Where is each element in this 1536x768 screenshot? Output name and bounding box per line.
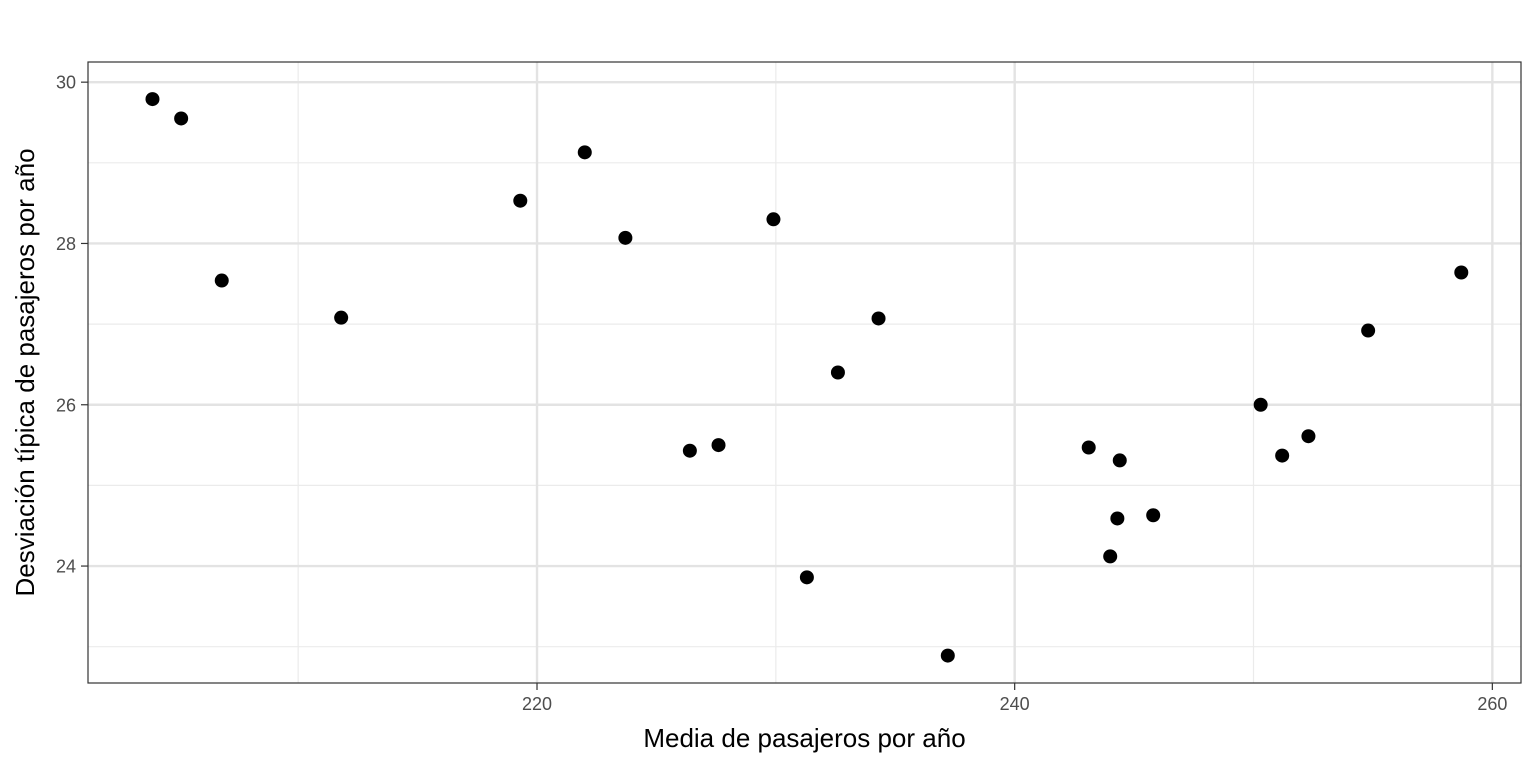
data-point <box>334 310 349 325</box>
y-tick-label: 30 <box>56 73 76 93</box>
data-point <box>618 230 633 245</box>
y-axis-title: Desviación típica de pasajeros por año <box>10 148 40 596</box>
x-axis-title: Media de pasajeros por año <box>643 723 965 753</box>
x-tick-label: 240 <box>1000 694 1030 714</box>
y-tick-label: 28 <box>56 234 76 254</box>
data-point <box>1301 429 1316 444</box>
data-point <box>577 145 592 160</box>
plot-border <box>87 61 1522 684</box>
y-axis: 24 26 28 30 <box>56 73 88 577</box>
data-points <box>145 92 1469 663</box>
data-point <box>1361 323 1376 338</box>
data-point <box>513 193 528 208</box>
plot-background <box>88 62 1521 683</box>
data-point <box>830 365 845 380</box>
minor-gridlines <box>88 62 1521 683</box>
y-tick-label: 24 <box>56 557 76 577</box>
data-point <box>1275 448 1290 463</box>
data-point <box>214 273 229 288</box>
data-point <box>799 570 814 585</box>
data-point <box>1454 265 1469 280</box>
x-axis: 220 240 260 <box>522 683 1507 714</box>
data-point <box>682 443 697 458</box>
data-point <box>1103 549 1118 564</box>
data-point <box>1112 453 1127 468</box>
data-point <box>871 311 886 326</box>
x-tick-label: 260 <box>1477 694 1507 714</box>
data-point <box>1146 508 1161 523</box>
y-tick-label: 26 <box>56 395 76 415</box>
data-point <box>174 111 189 126</box>
data-point <box>1110 511 1125 526</box>
x-tick-label: 220 <box>522 694 552 714</box>
major-gridlines <box>88 62 1521 683</box>
data-point <box>145 92 160 107</box>
data-point <box>1253 397 1268 412</box>
data-point <box>940 648 955 663</box>
data-point <box>766 212 781 227</box>
data-point <box>711 438 726 453</box>
data-point <box>1081 440 1096 455</box>
